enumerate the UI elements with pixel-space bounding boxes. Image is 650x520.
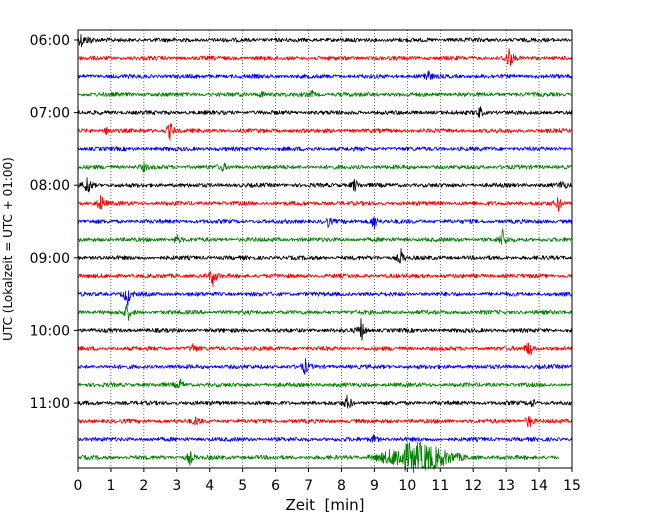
- trace-0900: [77, 248, 573, 264]
- x-tick-label: 5: [238, 478, 247, 494]
- trace-1100: [77, 394, 573, 409]
- x-tick-label: 0: [74, 478, 83, 494]
- x-tick-label: 3: [172, 478, 181, 494]
- trace-0645: [77, 89, 573, 98]
- x-tick-label: 8: [337, 478, 346, 494]
- x-tick-label: 15: [563, 478, 581, 494]
- trace-0615: [77, 48, 573, 67]
- y-axis-label: UTC (Lokalzeit = UTC + 01:00): [1, 157, 15, 341]
- x-tick-label: 1: [106, 478, 115, 494]
- trace-0630: [77, 70, 573, 81]
- y-tick-label: 10:00: [30, 323, 70, 339]
- plot-frame: [77, 29, 573, 469]
- trace-0845: [77, 228, 573, 245]
- x-tick-label: 4: [205, 478, 214, 494]
- trace-0945: [77, 304, 573, 321]
- x-axis-label: Zeit [min]: [285, 496, 364, 514]
- trace-1145: [77, 441, 559, 474]
- trace-1000: [77, 317, 573, 341]
- grid: [110, 30, 540, 468]
- x-tick-label: 7: [304, 478, 313, 494]
- trace-1130: [77, 433, 573, 443]
- x-axis-ticks: 0 1 2 3 4 5 6 7 8 9 10 11 12 13 14 15: [74, 468, 581, 494]
- y-tick-label: 09:00: [30, 251, 70, 267]
- y-tick-label: 07:00: [30, 106, 70, 122]
- trace-0815: [77, 194, 573, 212]
- trace-0800: [77, 177, 573, 193]
- x-tick-label: 12: [464, 478, 482, 494]
- trace-1015: [77, 342, 573, 356]
- trace-0745: [77, 161, 573, 173]
- trace-0830: [77, 217, 573, 230]
- trace-1115: [77, 416, 573, 428]
- y-tick-label: 08:00: [30, 178, 70, 194]
- trace-0715: [77, 123, 573, 141]
- y-tick-label: 11:00: [30, 396, 70, 412]
- trace-0700: [77, 106, 573, 118]
- x-tick-label: 9: [370, 478, 379, 494]
- trace-1045: [77, 378, 573, 389]
- x-tick-label: 11: [431, 478, 449, 494]
- trace-0915: [77, 271, 573, 288]
- x-tick-label: 2: [139, 478, 148, 494]
- trace-0730: [77, 146, 573, 152]
- trace-1030: [77, 357, 573, 375]
- y-axis-ticks: 06:00 07:00 08:00 09:00 10:00 11:00: [30, 33, 78, 412]
- x-tick-label: 14: [530, 478, 548, 494]
- x-tick-label: 13: [497, 478, 515, 494]
- traces: [77, 33, 573, 474]
- trace-0600: [77, 33, 573, 48]
- trace-0930: [77, 290, 573, 306]
- x-tick-label: 6: [271, 478, 280, 494]
- y-tick-label: 06:00: [30, 33, 70, 49]
- x-tick-label: 10: [398, 478, 416, 494]
